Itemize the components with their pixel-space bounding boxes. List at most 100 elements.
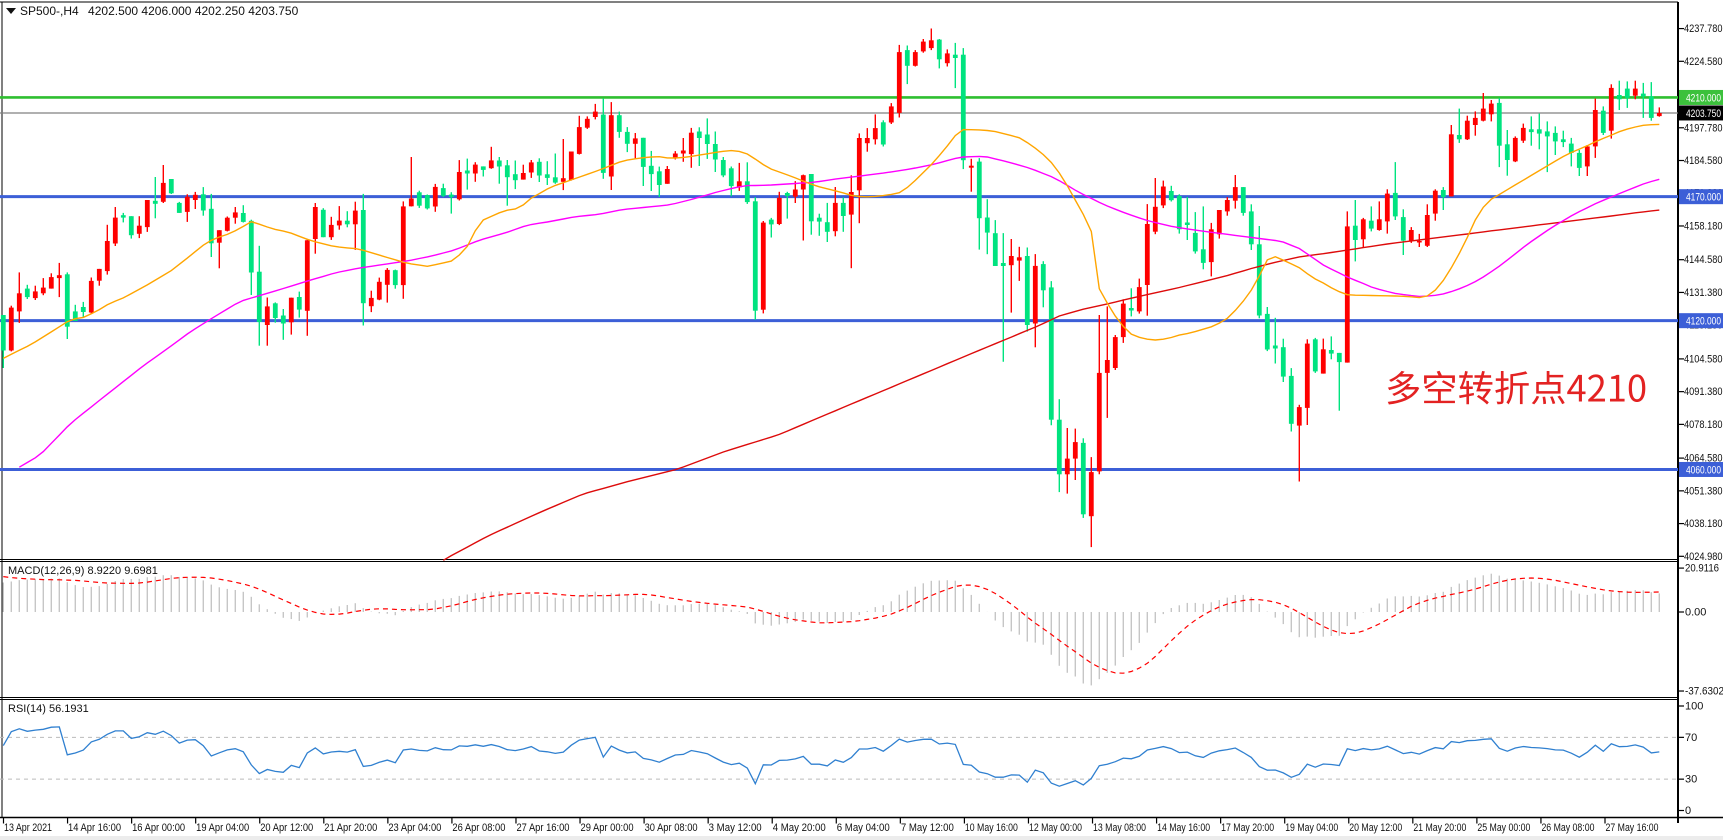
candle-body	[824, 222, 830, 232]
candle-body	[1480, 108, 1486, 121]
candle-body	[280, 315, 286, 324]
annotation-glyph-空	[1424, 370, 1455, 404]
candle-body	[904, 50, 910, 66]
candle-body	[192, 194, 198, 200]
candle-body	[1032, 265, 1038, 324]
candle-body	[880, 122, 886, 145]
candle-body	[1304, 343, 1310, 408]
candle-body	[496, 160, 502, 167]
candle-body	[552, 177, 558, 183]
rsi-panel-area[interactable]	[0, 700, 1678, 817]
candle-body	[456, 172, 462, 200]
symbol-dropdown-arrow[interactable]	[6, 8, 16, 14]
candle-body	[1600, 110, 1606, 133]
price-tick-label: 4078.180	[1684, 419, 1723, 431]
candle-body	[1424, 215, 1430, 246]
price-tick-label: 4158.180	[1684, 220, 1723, 232]
candle-body	[416, 192, 422, 206]
candle-body	[768, 219, 774, 225]
candle-body	[1136, 287, 1142, 312]
candle-body	[184, 196, 190, 212]
candle-body	[1456, 135, 1462, 140]
candle-body	[48, 277, 54, 289]
candle-body	[1368, 220, 1374, 229]
candle-body	[896, 52, 902, 113]
candles-group	[0, 28, 1662, 548]
price-badge-label: 4060.000	[1686, 464, 1721, 476]
candle-body	[1536, 129, 1542, 134]
candle-body	[1488, 103, 1494, 115]
time-label: 27 May 16:00	[1606, 822, 1659, 834]
rsi-axis-label: 30	[1685, 774, 1697, 786]
time-label: 4 May 20:00	[773, 822, 826, 834]
annotation-glyph-2	[1588, 374, 1605, 402]
rsi-name: RSI(14)	[8, 703, 46, 715]
candle-body	[128, 216, 134, 236]
candle-body	[1512, 137, 1518, 162]
candle-body	[672, 153, 678, 159]
candle-body	[368, 297, 374, 307]
last-bar-ohlc-text: 4202.500 4206.000 4202.250 4203.750	[88, 4, 299, 18]
candle-body	[680, 150, 686, 154]
candle-body	[1096, 372, 1102, 472]
candle-body	[760, 222, 766, 310]
candle-body	[952, 54, 958, 58]
candle-body	[1656, 113, 1662, 117]
candle-body	[832, 202, 838, 232]
candle-body	[288, 297, 294, 323]
candle-body	[200, 194, 206, 211]
candle-body	[1608, 87, 1614, 131]
candle-body	[1352, 225, 1358, 240]
candle-body	[1296, 407, 1302, 426]
candle-body	[1056, 419, 1062, 475]
candle-body	[936, 39, 942, 60]
price-tick-label: 4237.780	[1684, 23, 1723, 35]
time-label: 19 Apr 04:00	[196, 822, 249, 834]
candle-body	[1152, 206, 1158, 232]
time-label: 12 May 00:00	[1029, 822, 1082, 834]
candle-body	[104, 241, 110, 272]
rsi-value: 56.1931	[48, 703, 89, 715]
candle-body	[40, 287, 46, 294]
candle-body	[432, 186, 438, 207]
candle-body	[1128, 308, 1134, 311]
candle-body	[1216, 210, 1222, 235]
time-label: 6 May 04:00	[837, 822, 890, 834]
price-badge-4210.000	[1679, 89, 1723, 105]
candle-body	[1408, 230, 1414, 241]
macd-panel-area[interactable]	[0, 562, 1678, 697]
candle-body	[664, 169, 670, 184]
candle-body	[848, 192, 854, 215]
candle-body	[1616, 95, 1622, 100]
candle-body	[1448, 134, 1454, 197]
price-badge-label: 4170.000	[1686, 192, 1721, 204]
candle-body	[920, 41, 926, 52]
candle-body	[320, 209, 326, 238]
candle-body	[992, 233, 998, 266]
candle-body	[632, 138, 638, 144]
candle-body	[784, 193, 790, 196]
macd-name: MACD(12,26,9)	[8, 565, 85, 577]
candle-body	[168, 179, 174, 194]
candle-body	[1552, 132, 1558, 142]
annotation-glyph-折	[1495, 371, 1529, 405]
candle-body	[1224, 200, 1230, 212]
candle-body	[8, 307, 14, 351]
candle-body	[1264, 313, 1270, 350]
annotation-glyph-1	[1609, 374, 1625, 402]
price-badge-4060.000	[1679, 461, 1723, 477]
candle-body	[928, 40, 934, 49]
time-label: 29 Apr 00:00	[581, 822, 634, 834]
candle-body	[960, 54, 966, 161]
candle-body	[1272, 345, 1278, 349]
candle-body	[1024, 256, 1030, 325]
time-label: 30 Apr 08:00	[645, 822, 698, 834]
candle-body	[1176, 196, 1182, 230]
price-tick-label: 4024.980	[1684, 551, 1723, 563]
candle-body	[752, 201, 758, 311]
candle-body	[1392, 192, 1398, 217]
candle-body	[968, 165, 974, 168]
candle-body	[248, 220, 254, 273]
candle-body	[720, 160, 726, 176]
